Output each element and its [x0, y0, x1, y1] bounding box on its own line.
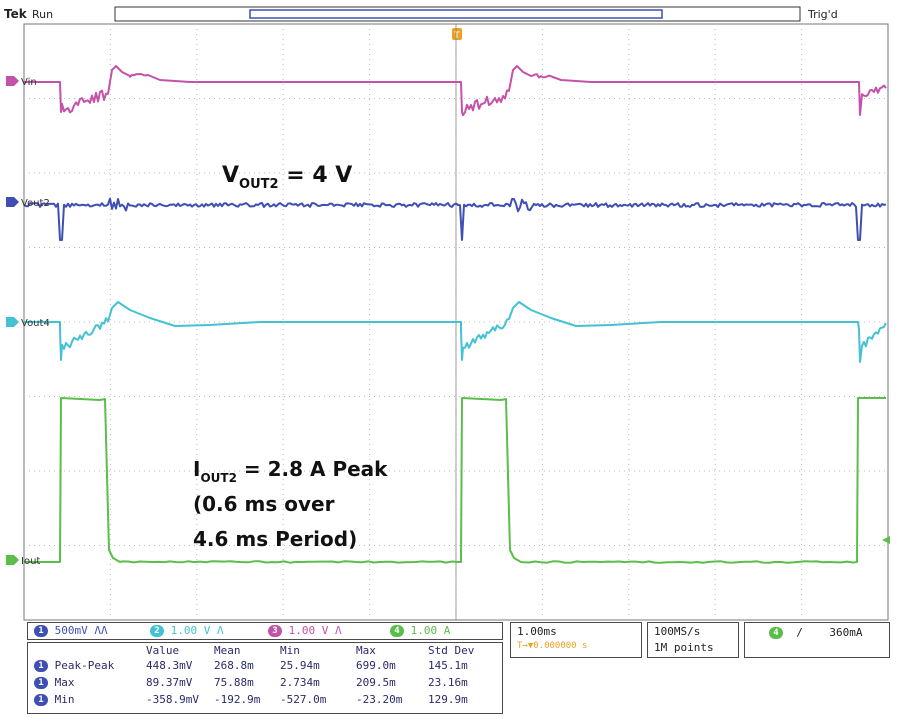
ch2-badge: 2: [150, 625, 164, 637]
ch4-scale[interactable]: 4 1.00 A: [390, 624, 450, 637]
measurement-value: -527.0m: [280, 693, 326, 706]
vout4-label: Vout4: [21, 318, 50, 329]
trigger-status: Trig'd: [807, 8, 838, 21]
ch3-badge: 3: [268, 625, 282, 637]
measurement-panel[interactable]: Value Mean Min Max Std Dev 1 Peak-Peak 44…: [27, 642, 503, 714]
measurement-channel-badge: 1: [34, 660, 48, 672]
acquisition-panel[interactable]: 100MS/s 1M points: [647, 622, 739, 658]
measurement-value: 75.88m: [214, 676, 254, 689]
ch2-scale-value: 1.00 V: [171, 624, 211, 637]
ch1-badge: 1: [34, 625, 48, 637]
measurement-value: 145.1m: [428, 659, 468, 672]
measurement-value: 25.94m: [280, 659, 320, 672]
measurement-value: 699.0m: [356, 659, 396, 672]
measurement-value: -23.20m: [356, 693, 402, 706]
measurement-channel-badge: 1: [34, 677, 48, 689]
measurement-value: 89.37mV: [146, 676, 192, 689]
ch2-scale[interactable]: 2 1.00 V Λ: [150, 624, 224, 637]
iout-annotation-line2: (0.6 ms over: [193, 492, 335, 516]
measurement-value: 2.734m: [280, 676, 320, 689]
header-value: Value: [146, 644, 179, 657]
ch3-coupling: Λ: [335, 624, 342, 637]
header-mean: Mean: [214, 644, 241, 657]
vout2-label: Vout2: [21, 198, 50, 209]
vout-annotation: VOUT2 = 4 V: [222, 163, 352, 192]
vout4-marker[interactable]: Vout4: [6, 317, 50, 329]
vin-label: Vin: [21, 77, 37, 88]
measurement-row[interactable]: 1 Max 89.37mV 75.88m 2.734m 209.5m 23.16m: [34, 676, 494, 689]
iout-annotation-line3: 4.6 ms Period): [193, 527, 357, 551]
ch1-coupling: ΛΛ: [94, 624, 107, 637]
measurement-row[interactable]: 1 Min -358.9mV -192.9m -527.0m -23.20m 129.9m: [34, 693, 494, 706]
vin-trace: [24, 66, 886, 115]
measurement-value: 129.9m: [428, 693, 468, 706]
iout-label: Iout: [21, 556, 40, 567]
header-min: Min: [280, 644, 300, 657]
iout-marker[interactable]: Iout: [6, 555, 40, 567]
iout-trace: [24, 398, 886, 563]
vin-marker[interactable]: Vin: [6, 76, 37, 88]
timebase-panel[interactable]: 1.00ms T→▼0.000000 s: [510, 622, 642, 658]
ch3-scale-value: 1.00 V: [289, 624, 329, 637]
measurement-value: -358.9mV: [146, 693, 199, 706]
trigger-panel[interactable]: 4 / 360mA: [744, 622, 890, 658]
ch2-coupling: Λ: [217, 624, 224, 637]
measurement-channel-badge: 1: [34, 694, 48, 706]
vout2-marker[interactable]: Vout2: [6, 197, 50, 209]
measurement-name: Peak-Peak: [48, 659, 114, 672]
channel-scale-panel[interactable]: 1 500mV ΛΛ 2 1.00 V Λ 3 1.00 V Λ 4 1.00 …: [27, 622, 503, 640]
trigger-position-marker-label: T: [453, 31, 460, 41]
run-state: Run: [32, 8, 53, 21]
record-overview-window[interactable]: [250, 10, 662, 18]
trigger-settings: 4 / 360mA: [769, 626, 863, 639]
vout4-trace: [24, 302, 886, 362]
measurement-name: Max: [48, 676, 75, 689]
trigger-slope: /: [796, 626, 803, 639]
trigger-level-marker[interactable]: [882, 536, 890, 544]
trigger-source-badge: 4: [769, 627, 783, 639]
sample-rate: 100MS/s: [654, 625, 700, 638]
measurement-value: 209.5m: [356, 676, 396, 689]
ch3-scale[interactable]: 3 1.00 V Λ: [268, 624, 342, 637]
measurement-value: 268.8m: [214, 659, 254, 672]
measurement-value: -192.9m: [214, 693, 260, 706]
ch1-scale-value: 500mV: [55, 624, 88, 637]
ch4-badge: 4: [390, 625, 404, 637]
header-std-dev: Std Dev: [428, 644, 474, 657]
ch4-scale-value: 1.00 A: [411, 624, 451, 637]
waveforms: [24, 66, 886, 563]
measurement-name: Min: [48, 693, 75, 706]
measurement-row[interactable]: 1 Peak-Peak 448.3mV 268.8m 25.94m 699.0m 145.…: [34, 659, 494, 672]
timebase-scale: 1.00ms: [517, 625, 557, 638]
trigger-level: 360mA: [829, 626, 862, 639]
measurement-value: 448.3mV: [146, 659, 192, 672]
record-length: 1M points: [654, 641, 714, 654]
iout-annotation: IOUT2 = 2.8 A Peak: [193, 457, 388, 485]
measurement-value: 23.16m: [428, 676, 468, 689]
vout2-trace: [24, 199, 886, 240]
header-max: Max: [356, 644, 376, 657]
horizontal-position: T→▼0.000000 s: [517, 641, 587, 651]
ch1-scale[interactable]: 1 500mV ΛΛ: [34, 624, 108, 637]
brand-label: Tek: [4, 7, 28, 21]
